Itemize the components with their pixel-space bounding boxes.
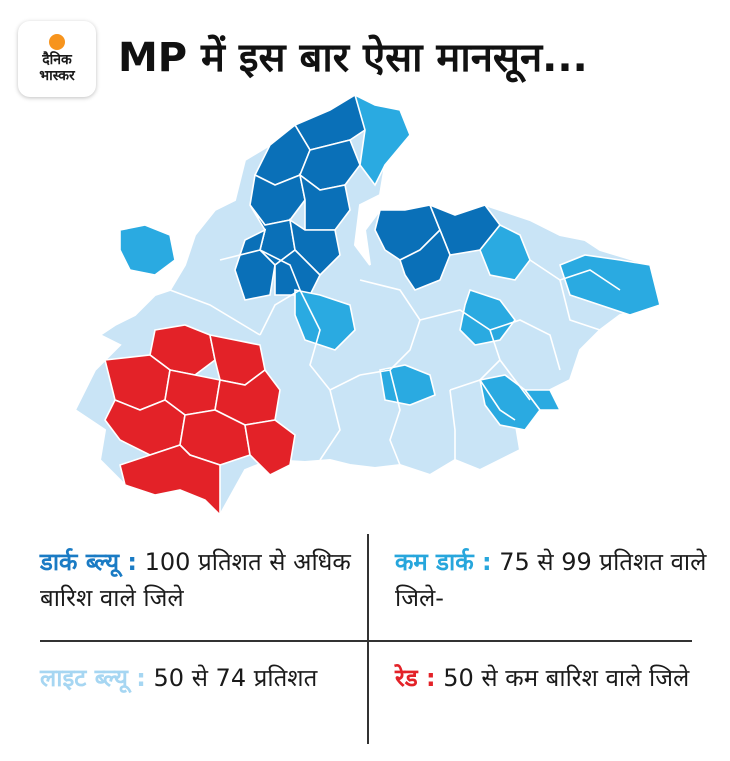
sun-icon bbox=[49, 34, 65, 50]
border bbox=[529, 259, 621, 291]
border bbox=[359, 279, 421, 376]
legend-divider-vertical bbox=[367, 534, 369, 744]
border bbox=[389, 369, 401, 466]
district-dark-4 bbox=[298, 173, 351, 231]
border bbox=[489, 319, 561, 371]
map-svg bbox=[73, 93, 662, 517]
legend-key-dark-blue: डार्क ब्ल्यू : bbox=[40, 548, 138, 576]
border bbox=[559, 279, 601, 331]
logo-text-line2: भास्कर bbox=[39, 68, 75, 84]
border bbox=[319, 389, 341, 461]
legend-key-medium-blue: कम डार्क : bbox=[395, 548, 492, 576]
legend-text-light-blue: 50 से 74 प्रतिशत bbox=[145, 664, 318, 692]
district-medium-18 bbox=[379, 364, 436, 406]
mp-monsoon-map bbox=[60, 90, 670, 520]
district-medium-20 bbox=[523, 389, 562, 411]
district-red-29 bbox=[119, 444, 221, 517]
district-dark-11 bbox=[399, 228, 451, 291]
legend-text-red: 50 से कम बारिश वाले जिले bbox=[435, 664, 690, 692]
border bbox=[259, 249, 301, 336]
legend-light-blue: लाइट ब्ल्यू : 50 से 74 प्रतिशत bbox=[40, 660, 360, 696]
district-borders bbox=[169, 249, 621, 466]
legend-key-light-blue: लाइट ब्ल्यू : bbox=[40, 664, 146, 692]
legend-text-medium-blue: 75 से 99 प्रतिशत वाले जिले- bbox=[395, 548, 707, 612]
border bbox=[479, 379, 516, 421]
district-dark-6 bbox=[234, 228, 276, 301]
legend-key-red: रेड : bbox=[395, 664, 436, 692]
legend-divider-horizontal bbox=[40, 640, 692, 642]
district-red-28 bbox=[244, 419, 296, 476]
border bbox=[499, 359, 531, 401]
border bbox=[419, 309, 501, 391]
district-medium-13 bbox=[119, 224, 176, 276]
district-medium-16 bbox=[459, 288, 516, 346]
legend-medium-blue: कम डार्क : 75 से 99 प्रतिशत वाले जिले- bbox=[395, 544, 715, 616]
page-title: MP में इस बार ऐसा मानसून... bbox=[118, 35, 588, 81]
district-medium-14 bbox=[294, 289, 356, 351]
legend-red: रेड : 50 से कम बारिश वाले जिले bbox=[395, 660, 715, 696]
district-medium-12 bbox=[353, 93, 411, 187]
legend-dark-blue: डार्क ब्ल्यू : 100 प्रतिशत से अधिक बारिश… bbox=[40, 544, 360, 616]
legend-text-dark-blue: 100 प्रतिशत से अधिक बारिश वाले जिले bbox=[40, 548, 351, 612]
border bbox=[449, 389, 456, 460]
dainik-bhaskar-logo: दैनिक भास्कर bbox=[18, 21, 96, 97]
logo-text-line1: दैनिक bbox=[42, 52, 72, 68]
district-medium-17 bbox=[559, 254, 661, 316]
border bbox=[299, 289, 361, 392]
legend: डार्क ब्ल्यू : 100 प्रतिशत से अधिक बारिश… bbox=[0, 530, 730, 761]
border bbox=[169, 289, 261, 336]
border bbox=[219, 249, 261, 261]
district-medium-19 bbox=[479, 374, 541, 431]
